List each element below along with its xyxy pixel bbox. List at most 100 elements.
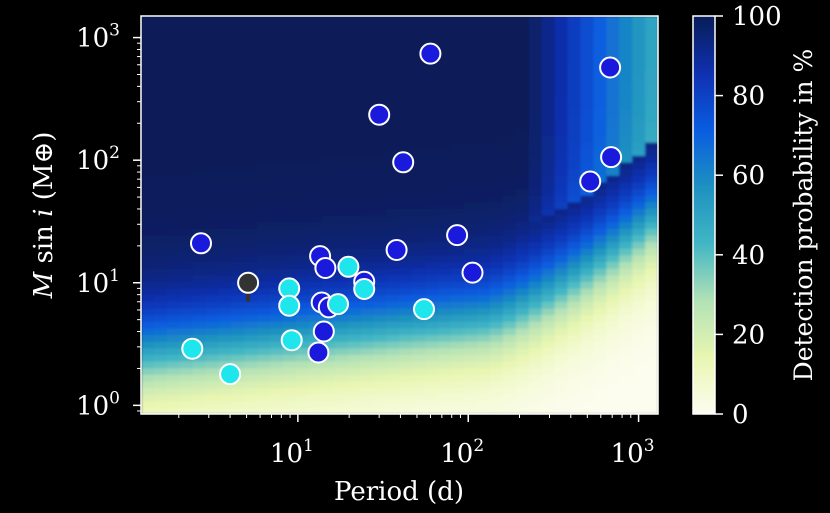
heatmap-cell: [567, 360, 582, 369]
heatmap-cell: [141, 135, 155, 143]
heatmap-cell: [399, 281, 414, 289]
heatmap-cell: [205, 102, 220, 110]
heatmap-cell: [425, 22, 439, 30]
heatmap-cell: [399, 195, 414, 203]
heatmap-cell: [438, 115, 452, 123]
heatmap-cell: [554, 16, 569, 24]
heatmap-cell: [360, 35, 375, 44]
heatmap-cell: [593, 394, 607, 402]
heatmap-cell: [244, 42, 258, 50]
heatmap-cell: [619, 341, 633, 349]
heatmap-cell: [399, 334, 414, 342]
heatmap-cell: [192, 42, 207, 50]
heatmap-cell: [580, 42, 594, 50]
heatmap-cell: [515, 175, 530, 183]
heatmap-cell: [645, 49, 658, 57]
heatmap-cell: [438, 95, 452, 103]
heatmap-cell: [528, 254, 543, 263]
heatmap-cell: [645, 347, 658, 355]
heatmap-cell: [309, 135, 323, 143]
heatmap-cell: [619, 241, 633, 249]
heatmap-cell: [321, 82, 336, 90]
heatmap-cell: [231, 102, 245, 110]
heatmap-cell: [257, 221, 271, 229]
heatmap-cell: [593, 115, 607, 123]
heatmap-cell: [489, 29, 504, 37]
heatmap-cell: [373, 42, 388, 50]
heatmap-cell: [231, 341, 245, 349]
heatmap-cell: [399, 347, 414, 355]
heatmap-cell: [412, 168, 426, 176]
heatmap-cell: [270, 122, 284, 130]
heatmap-cell: [489, 380, 504, 389]
heatmap-cell: [231, 360, 245, 369]
heatmap-cell: [334, 108, 349, 117]
heatmap-cell: [205, 374, 220, 382]
heatmap-cell: [179, 268, 194, 276]
heatmap-cell: [205, 228, 220, 236]
heatmap-cell: [296, 268, 310, 276]
heatmap-cell: [451, 55, 465, 64]
heatmap-cell: [451, 69, 465, 77]
heatmap-cell: [141, 16, 155, 24]
heatmap-cell: [619, 155, 633, 163]
colorbar-tick-label: 60: [732, 161, 765, 191]
heatmap-cell: [205, 248, 220, 256]
heatmap-cell: [451, 387, 465, 395]
heatmap-cell: [412, 215, 426, 223]
heatmap-cell: [502, 208, 517, 216]
heatmap-cell: [567, 367, 582, 375]
heatmap-cell: [283, 82, 297, 90]
heatmap-cell: [360, 241, 375, 249]
heatmap-cell: [554, 128, 569, 136]
heatmap-cell: [270, 301, 284, 309]
heatmap-cell: [645, 294, 658, 302]
heatmap-cell: [399, 254, 414, 263]
heatmap-cell: [244, 102, 258, 110]
heatmap-cell: [528, 148, 543, 156]
heatmap-cell: [373, 314, 388, 322]
heatmap-cell: [554, 248, 569, 256]
heatmap-cell: [619, 128, 633, 136]
heatmap-cell: [296, 367, 310, 375]
heatmap-cell: [270, 195, 284, 203]
heatmap-cell: [334, 354, 349, 362]
heatmap-cell: [347, 380, 362, 389]
heatmap-cell: [179, 367, 194, 375]
heatmap-cell: [296, 347, 310, 355]
heatmap-cell: [360, 215, 375, 223]
heatmap-cell: [283, 115, 297, 123]
heatmap-cell: [464, 400, 478, 408]
heatmap-cell: [192, 155, 207, 163]
heatmap-cell: [580, 261, 594, 269]
heatmap-cell: [593, 82, 607, 90]
heatmap-cell: [580, 334, 594, 342]
heatmap-cell: [270, 387, 284, 395]
heatmap-cell: [399, 268, 414, 276]
heatmap-cell: [205, 241, 220, 249]
heatmap-cell: [567, 35, 582, 44]
heatmap-cell: [645, 16, 658, 24]
heatmap-cell: [451, 380, 465, 389]
heatmap-cell: [554, 168, 569, 176]
heatmap-cell: [541, 55, 556, 64]
heatmap-cell: [451, 108, 465, 117]
heatmap-cell: [489, 55, 504, 64]
heatmap-cell: [141, 115, 155, 123]
heatmap-cell: [321, 367, 336, 375]
heatmap-cell: [606, 208, 620, 216]
heatmap-cell: [541, 148, 556, 156]
heatmap-cell: [231, 155, 245, 163]
heatmap-cell: [515, 155, 530, 163]
heatmap-cell: [153, 195, 168, 203]
heatmap-cell: [541, 42, 556, 50]
heatmap-cell: [451, 354, 465, 362]
heatmap-cell: [205, 155, 220, 163]
heatmap-cell: [593, 341, 607, 349]
heatmap-cell: [231, 49, 245, 57]
heatmap-cell: [645, 142, 658, 150]
heatmap-cell: [464, 49, 478, 57]
heatmap-cell: [179, 122, 194, 130]
heatmap-cell: [593, 168, 607, 176]
heatmap-cell: [464, 122, 478, 130]
